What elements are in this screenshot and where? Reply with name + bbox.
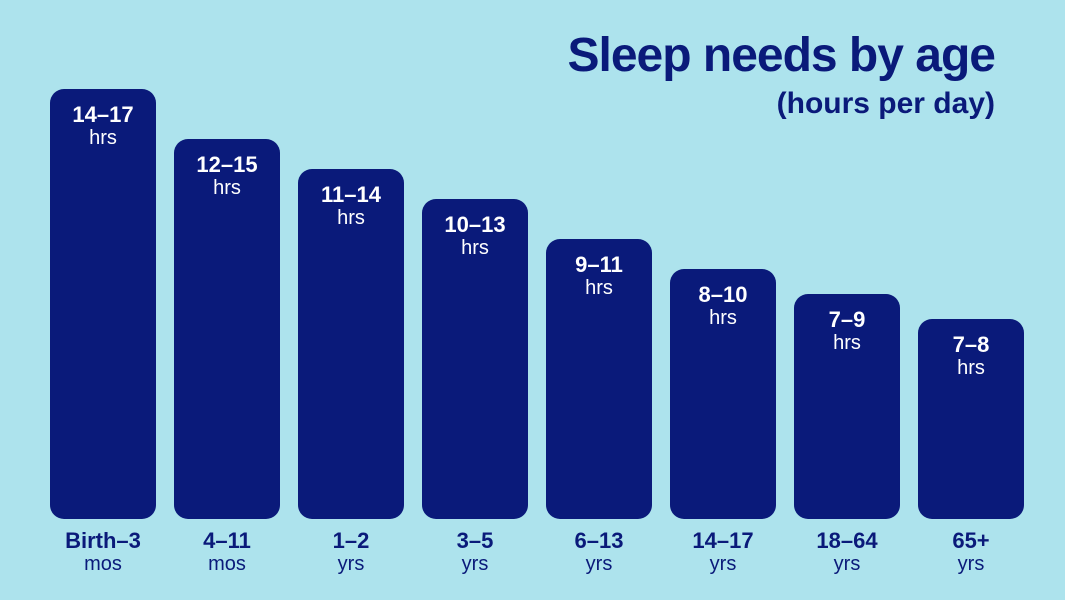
bar-value-unit: hrs [709, 307, 737, 329]
bar: 12–15hrs [174, 139, 280, 519]
bar: 9–11hrs [546, 239, 652, 519]
chart-title: Sleep needs by age [567, 30, 995, 83]
bar-label-age: 18–64 [816, 529, 877, 553]
bar-label-age: 6–13 [575, 529, 624, 553]
bar: 8–10hrs [670, 269, 776, 519]
bar-group: 7–9hrs 18–64yrs [794, 294, 900, 575]
bar-label-age-unit: yrs [462, 553, 489, 575]
bar-label-age: 4–11 [203, 529, 251, 553]
bar: 10–13hrs [422, 199, 528, 519]
bar-value: 9–11 [575, 253, 623, 277]
bar-value: 12–15 [196, 153, 257, 177]
bar-label-age: Birth–3 [65, 529, 141, 553]
bar-label-age-unit: mos [208, 553, 246, 575]
bar: 14–17hrs [50, 89, 156, 519]
bar-group: 11–14hrs 1–2yrs [298, 169, 404, 575]
bar-value: 10–13 [444, 213, 505, 237]
bar-value: 14–17 [72, 103, 133, 127]
bar-label-age: 1–2 [333, 529, 370, 553]
bar-value-unit: hrs [213, 177, 241, 199]
bar-value: 11–14 [321, 183, 381, 207]
bar-group: 9–11hrs 6–13yrs [546, 239, 652, 575]
bar-group: 8–10hrs 14–17yrs [670, 269, 776, 575]
bar-group: 10–13hrs 3–5yrs [422, 199, 528, 575]
bar-label-age: 65+ [952, 529, 989, 553]
bar-group: 14–17hrs Birth–3mos [50, 89, 156, 575]
bar-label-age-unit: yrs [834, 553, 861, 575]
bar-chart: 14–17hrsBirth–3mos12–15hrs4–11mos11–14hr… [50, 89, 1024, 575]
bar-value-unit: hrs [585, 277, 613, 299]
bar: 11–14hrs [298, 169, 404, 519]
bar-value: 7–9 [829, 308, 866, 332]
bar-value-unit: hrs [957, 357, 985, 379]
bar-label-age-unit: yrs [586, 553, 613, 575]
bar-label-age-unit: yrs [338, 553, 365, 575]
bar-label-age-unit: mos [84, 553, 122, 575]
bar-value: 7–8 [953, 333, 990, 357]
bar-value-unit: hrs [89, 127, 117, 149]
bar-label-age-unit: yrs [958, 553, 985, 575]
bar-label-age: 14–17 [692, 529, 753, 553]
bar: 7–8hrs [918, 319, 1024, 519]
bar-label-age: 3–5 [457, 529, 494, 553]
bar-value: 8–10 [699, 283, 748, 307]
bar-label-age-unit: yrs [710, 553, 737, 575]
bar-value-unit: hrs [833, 332, 861, 354]
bar-group: 12–15hrs 4–11mos [174, 139, 280, 575]
bar: 7–9hrs [794, 294, 900, 519]
bar-group: 7–8hrs 65+yrs [918, 319, 1024, 575]
bar-value-unit: hrs [337, 207, 365, 229]
bar-value-unit: hrs [461, 237, 489, 259]
